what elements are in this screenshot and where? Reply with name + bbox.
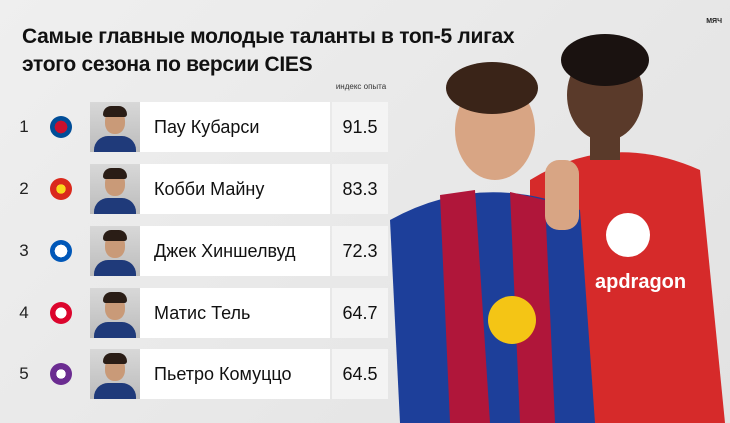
- player-name: Кобби Майну: [154, 179, 265, 199]
- player-photo: [90, 288, 140, 338]
- player-photo: [90, 226, 140, 276]
- photo-body: [94, 322, 136, 338]
- value-cell: 64.5: [332, 349, 388, 399]
- experience-index: 64.7: [342, 303, 378, 323]
- player-photo: [90, 164, 140, 214]
- player-name: Пьетро Комуццо: [154, 364, 292, 384]
- player-photos: apdragon: [390, 34, 725, 423]
- name-cell: Джек Хиншелвуд: [140, 226, 330, 276]
- title-line: этого сезона по версии CIES: [22, 53, 313, 76]
- title-line: Самые главные молодые таланты в топ-5 ли…: [22, 25, 515, 48]
- name-cell: Матис Тель: [140, 288, 330, 338]
- value-cell: 91.5: [332, 102, 388, 152]
- photo-body: [94, 198, 136, 214]
- photo-body: [94, 260, 136, 276]
- player-name: Пау Кубарси: [154, 117, 260, 137]
- club-logo: [50, 116, 72, 138]
- photo-hair: [103, 168, 127, 179]
- name-cell: Пау Кубарси: [140, 102, 330, 152]
- player-photo: [90, 102, 140, 152]
- name-cell: Кобби Майну: [140, 164, 330, 214]
- rank: 5: [19, 364, 29, 383]
- experience-index: 72.3: [342, 241, 378, 261]
- photo-hair: [103, 106, 127, 117]
- photo-hair: [103, 230, 127, 241]
- player-name: Джек Хиншелвуд: [154, 241, 296, 261]
- rank: 3: [19, 241, 29, 260]
- rank: 4: [19, 303, 29, 322]
- photo-hair: [103, 292, 127, 303]
- player-name: Матис Тель: [154, 303, 251, 323]
- experience-index: 64.5: [342, 364, 378, 384]
- photo-body: [94, 383, 136, 399]
- svg-text:apdragon: apdragon: [595, 271, 686, 293]
- brand-logo: МЯЧ: [706, 18, 722, 25]
- club-logo: [50, 302, 72, 324]
- experience-index: 83.3: [342, 179, 378, 199]
- column-header: индекс опыта: [335, 82, 387, 91]
- club-logo: [50, 363, 72, 385]
- photo-hair: [103, 353, 127, 364]
- value-cell: 72.3: [332, 226, 388, 276]
- club-logo: [50, 240, 72, 262]
- player-photo: [90, 349, 140, 399]
- value-cell: 83.3: [332, 164, 388, 214]
- value-cell: 64.7: [332, 288, 388, 338]
- name-cell: Пьетро Комуццо: [140, 349, 330, 399]
- club-logo: [50, 178, 72, 200]
- rank: 1: [19, 117, 29, 136]
- experience-index: 91.5: [342, 117, 378, 137]
- rank: 2: [19, 179, 29, 198]
- photo-body: [94, 136, 136, 152]
